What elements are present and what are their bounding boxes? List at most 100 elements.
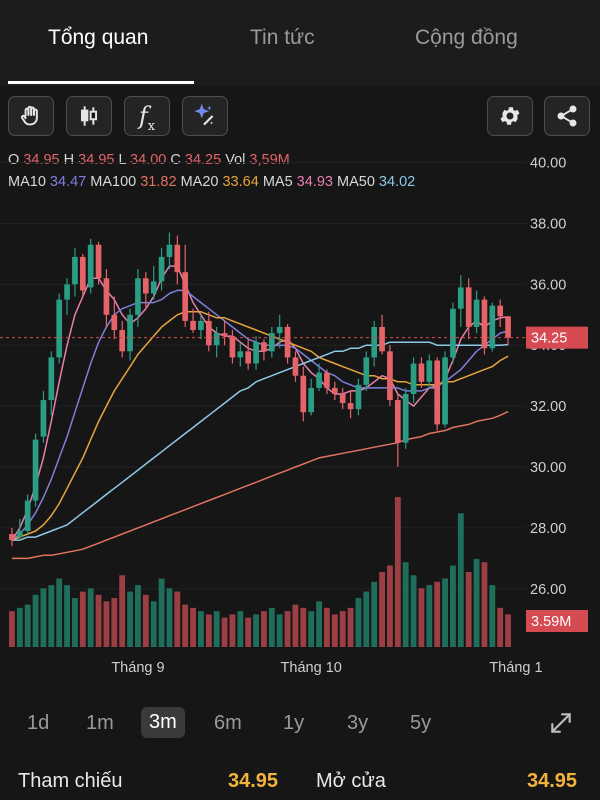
volume-bar — [371, 581, 378, 647]
candle-body — [402, 393, 409, 443]
candle-body — [284, 326, 291, 358]
ohlc-legend: O 34.95 H 34.95 L 34.00 C 34.25 Vol 3,59… — [8, 152, 290, 168]
volume-bar — [308, 611, 315, 647]
volume-bar — [489, 585, 496, 647]
function-icon: fx — [138, 102, 156, 134]
volume-bar — [16, 607, 23, 647]
candle-body — [331, 387, 338, 394]
share-button[interactable] — [544, 96, 590, 136]
candle-body — [229, 336, 236, 358]
ma10-label: MA10 — [8, 174, 46, 190]
chart-type-button[interactable] — [66, 96, 112, 136]
candle-body — [9, 534, 15, 541]
indicator-button[interactable]: fx — [124, 96, 170, 136]
tab-overview[interactable]: Tổng quan — [48, 26, 149, 49]
volume-bar — [142, 594, 149, 647]
candle-body — [253, 342, 259, 364]
volume-bar — [276, 614, 283, 647]
ma10-value: 34.47 — [49, 174, 87, 190]
volume-bar — [324, 607, 330, 647]
candle-body — [24, 500, 31, 531]
timeframe-1m[interactable]: 1m — [86, 712, 114, 734]
tab-news[interactable]: Tin tức — [250, 26, 315, 49]
volume-value: 3,59M — [249, 152, 290, 168]
volume-bar — [450, 565, 456, 647]
volume-bar — [103, 601, 110, 647]
fullscreen-icon[interactable] — [548, 710, 574, 736]
volume-bar — [158, 578, 165, 647]
volume-bar — [237, 611, 244, 647]
volume-bar — [481, 562, 488, 647]
candle-body — [434, 360, 441, 425]
candle-body — [158, 256, 165, 282]
ma100-value: 31.82 — [140, 174, 177, 190]
ma50-value: 34.02 — [378, 174, 416, 190]
candle-body — [245, 351, 252, 364]
candle-body — [150, 281, 157, 294]
volume-bar — [198, 611, 204, 647]
timeframe-6m[interactable]: 6m — [214, 712, 242, 734]
candle-body — [308, 387, 315, 413]
volume-bar — [79, 591, 86, 647]
last-price-tag — [526, 326, 588, 349]
ma-line-ma10 — [11, 289, 509, 541]
timeframe-3y[interactable]: 3y — [347, 712, 369, 734]
candle-body — [418, 363, 425, 382]
open-price-label: Mở cửa — [316, 770, 386, 792]
volume-bar — [174, 591, 181, 647]
price-chart[interactable]: 40.00 38.00 36.00 34.00 32.00 30.00 28.00 26.00… — [0, 146, 600, 692]
volume-bar — [253, 614, 259, 647]
volume-bar — [213, 611, 220, 647]
volume-bar — [300, 607, 307, 647]
timeframe-3m[interactable]: 3m — [141, 707, 185, 738]
ma5-label: MA5 — [262, 174, 293, 190]
volume-bar — [410, 575, 417, 647]
candle-body — [363, 357, 370, 385]
high-label: H — [63, 152, 75, 168]
close-value: 34.25 — [184, 152, 222, 168]
last-price-label: 34.25 — [531, 331, 567, 347]
candle-body — [119, 330, 126, 352]
volume-bar — [497, 607, 504, 647]
high-value: 34.95 — [78, 152, 115, 168]
volume-bar — [426, 585, 433, 647]
close-label: C — [170, 152, 181, 168]
candle-body — [48, 357, 55, 401]
gear-icon — [500, 107, 520, 125]
timeframe-1d[interactable]: 1d — [27, 712, 50, 734]
open-value: 34.95 — [23, 152, 60, 168]
candle-body — [505, 316, 511, 338]
candle-body — [355, 384, 362, 410]
candle-body — [481, 299, 488, 349]
volume-bar — [268, 607, 275, 647]
volume-bar — [465, 572, 472, 647]
candle-body — [64, 284, 70, 300]
candle-body — [473, 299, 480, 327]
volume-bar — [150, 601, 157, 647]
candle-body — [276, 326, 283, 334]
volume-bar — [221, 617, 228, 647]
hand-tool-button[interactable] — [8, 96, 54, 136]
ma-line-ma20 — [11, 311, 509, 541]
candle-body — [237, 351, 244, 358]
candle-body — [205, 320, 212, 346]
ma-line-ma5 — [11, 265, 509, 541]
settings-button[interactable] — [487, 96, 533, 136]
candle-body — [135, 278, 141, 315]
ma5-value: 34.93 — [296, 174, 333, 190]
tab-community[interactable]: Cộng đồng — [415, 26, 518, 49]
sparkle-wand-icon — [194, 103, 214, 126]
x-tick-label: Tháng 9 — [111, 660, 164, 676]
ai-drawing-button[interactable] — [182, 96, 228, 136]
volume-label: Vol — [225, 152, 246, 168]
reference-price-value: 34.95 — [228, 770, 279, 792]
ma100-label: MA100 — [90, 174, 137, 190]
low-value: 34.00 — [130, 152, 167, 168]
timeframe-1y[interactable]: 1y — [283, 712, 305, 734]
reference-price-label: Tham chiếu — [18, 770, 123, 792]
candle-body — [442, 357, 448, 425]
volume-bar — [135, 585, 141, 647]
timeframe-5y[interactable]: 5y — [410, 712, 432, 734]
ma-legend: MA10 34.47 MA100 31.82 MA20 33.64 MA5 34… — [8, 174, 415, 190]
share-icon — [557, 105, 577, 127]
